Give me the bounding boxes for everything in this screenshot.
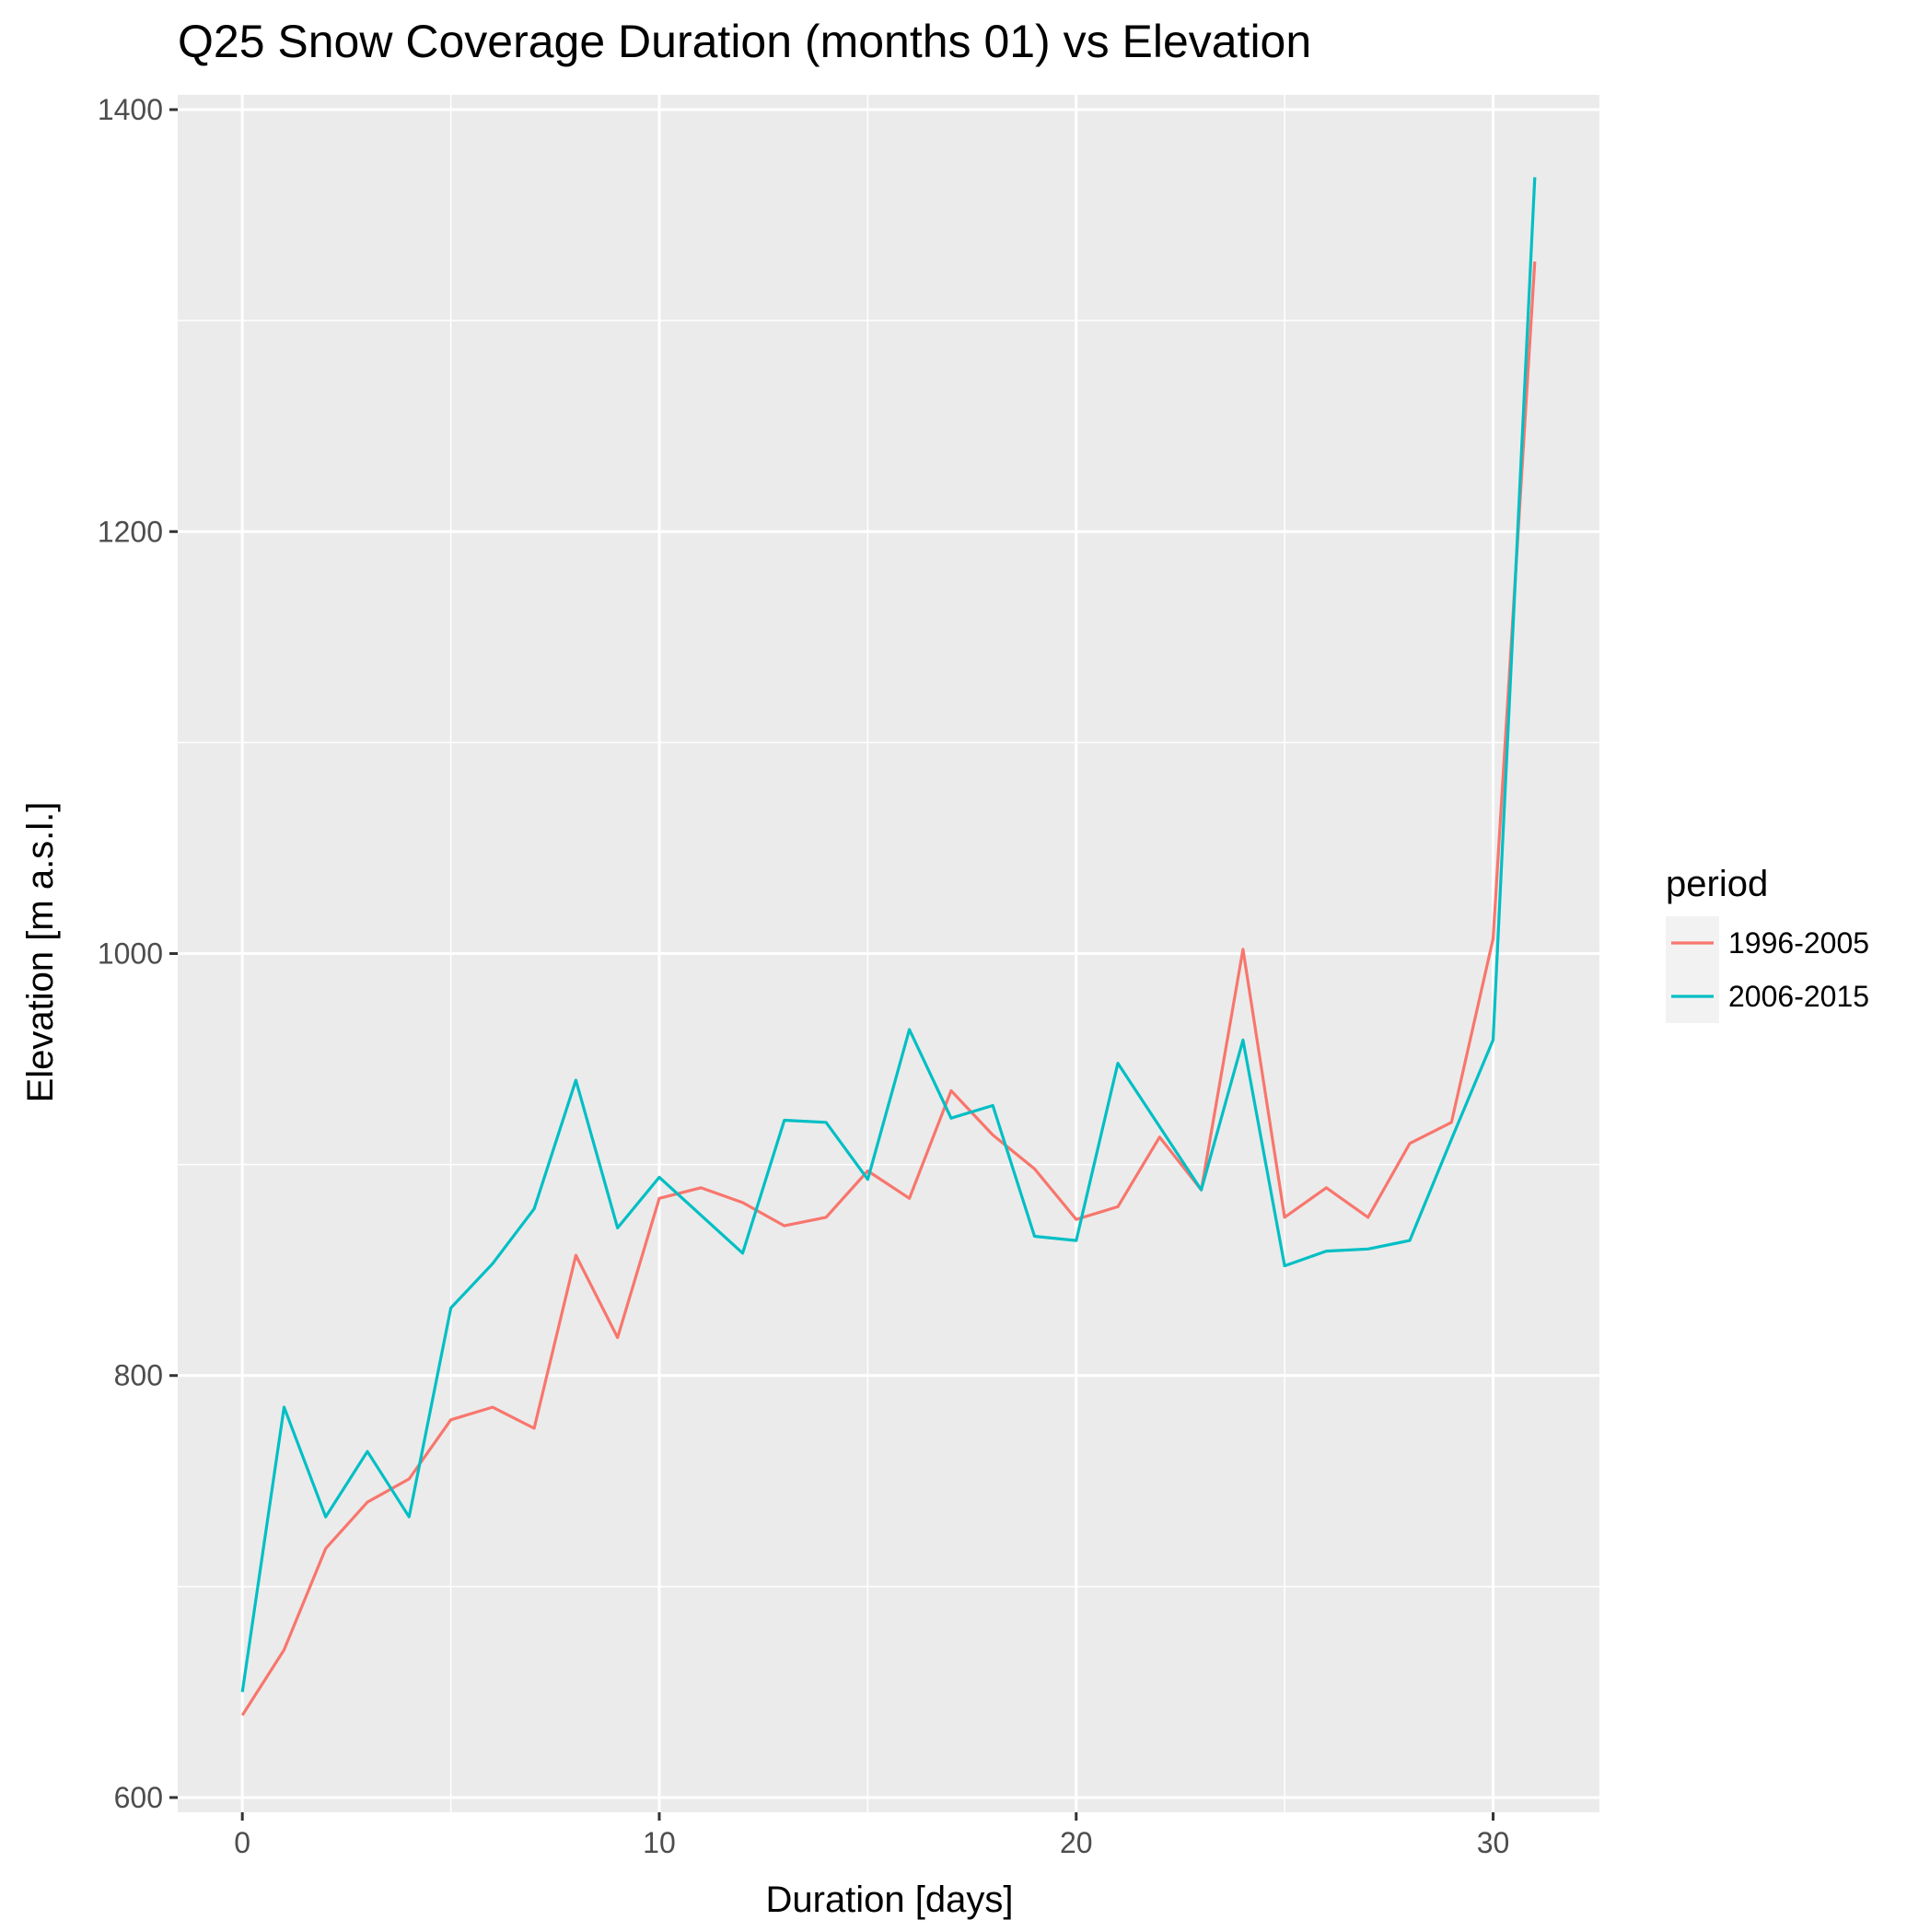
y-axis: 600 800 1000 1200 1400 [98,93,178,1814]
series-line-2006-2015 [240,177,1537,1693]
series-lines [240,177,1537,1717]
chart-title: Q25 Snow Coverage Duration (months 01) v… [178,16,1311,67]
y-tick-label: 600 [114,1781,163,1814]
y-tick-label: 1400 [98,93,163,126]
y-axis-title: Elevation [m a.s.l.] [20,802,61,1103]
legend-label: 1996-2005 [1728,926,1869,960]
legend: period 1996-2005 2006-2015 [1666,864,1869,1023]
x-axis-title: Duration [days] [765,1880,1013,1920]
legend-label: 2006-2015 [1728,980,1869,1013]
y-tick-label: 1200 [98,515,163,548]
series-line-1996-2005 [240,261,1537,1717]
x-tick-label: 10 [643,1826,676,1859]
x-tick-label: 30 [1477,1826,1510,1859]
legend-title: period [1666,864,1768,904]
x-axis: 0 10 20 30 [234,1812,1509,1859]
x-tick-label: 0 [234,1826,250,1859]
y-tick-label: 800 [114,1359,163,1392]
x-tick-label: 20 [1060,1826,1093,1859]
y-tick-label: 1000 [98,937,163,971]
major-gridlines [178,95,1599,1812]
